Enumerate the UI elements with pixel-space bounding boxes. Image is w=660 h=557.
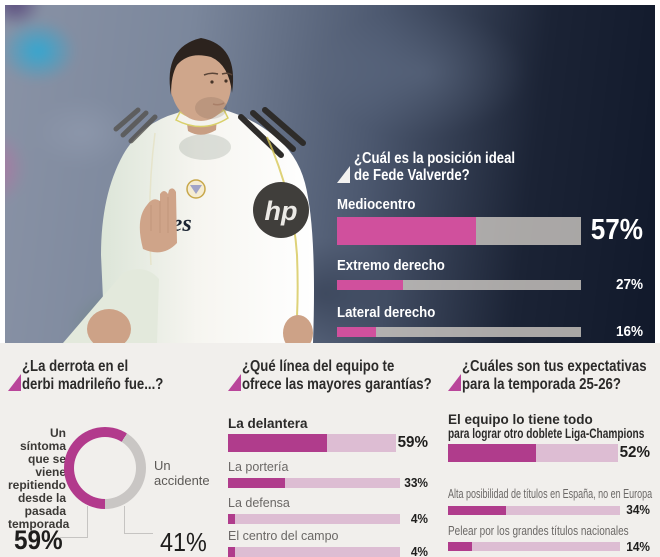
bar-value: 4% (410, 511, 428, 526)
title-line: ¿La derrota en el (22, 358, 129, 375)
player-hand (139, 188, 177, 253)
bar-value: 33% (404, 476, 428, 490)
bar-row: La portería 33% (228, 461, 428, 490)
poll-linea-section: ¿Qué línea del equipo te ofrece las mayo… (228, 358, 432, 557)
bar-fill (448, 505, 507, 515)
bar-fill (337, 326, 377, 337)
player-head (169, 38, 234, 121)
bar-label: La defensa (228, 495, 290, 510)
bar-track (228, 547, 400, 557)
bar-row: Pelear por los grandes títulos nacionale… (448, 523, 650, 554)
forearm-sleeve (63, 269, 159, 343)
bar-value: 34% (626, 503, 650, 517)
poll-posicion-ideal: ¿Cuál es la posición ideal de Fede Valve… (337, 150, 643, 339)
bar-fill (448, 542, 473, 552)
triangle-marker-icon (448, 374, 461, 391)
poll-expectativas-section: ¿Cuáles son tus expectativas para la tem… (448, 358, 653, 554)
poll-posicion-title: ¿Cuál es la posición ideal de Fede Valve… (337, 150, 643, 184)
bar-label: Extremo derecho (337, 257, 445, 274)
title-line: ¿Qué línea del equipo te (242, 358, 395, 375)
bar-label: El centro del campo (228, 529, 339, 543)
bar-row: La defensa 4% (228, 495, 428, 526)
donut-label-accidente: Un accidente (154, 458, 210, 488)
bar-label: La delantera (228, 416, 308, 431)
bar-fill (228, 434, 328, 452)
poll-linea-title: ¿Qué línea del equipo te ofrece las mayo… (228, 358, 432, 393)
bar-track (337, 326, 581, 337)
bar-value: 27% (615, 276, 643, 293)
bar-label: Mediocentro (337, 196, 416, 213)
leader-line (124, 533, 153, 534)
adidas-stripes-right (238, 107, 306, 158)
player-fist (87, 309, 131, 343)
title-line: ¿Cuál es la posición ideal (354, 150, 516, 167)
bar-value: 59% (397, 434, 428, 451)
leader-line (60, 537, 88, 538)
poll-derbi-title: ¿La derrota en el derbi madrileño fue...… (8, 358, 220, 393)
hp-sleeve-badge: hp (253, 182, 309, 238)
title-line: ofrece las mayores garantías? (242, 375, 432, 393)
bar-value: 52% (619, 444, 650, 461)
player-illustration: tes hp (63, 38, 314, 343)
bar-row: Alta posibilidad de títulos en España, n… (448, 487, 653, 517)
bar-fill (337, 279, 403, 290)
bar-value: 16% (615, 323, 643, 340)
bar-value: 4% (410, 545, 428, 557)
donut-value-sintoma: 59% (14, 525, 63, 555)
bar-row: Lateral derecho 16% (337, 305, 643, 339)
donut-chart: Un síntoma que se viene repitiendo desde… (8, 401, 220, 557)
bar-track (337, 216, 581, 245)
bar-row: El equipo lo tiene todo para lograr otro… (448, 413, 650, 462)
player-hand-right (283, 315, 313, 343)
bar-row: Mediocentro 57% (337, 197, 643, 245)
bar-fill (448, 444, 537, 462)
title-line: para la temporada 25-26? (462, 375, 621, 393)
triangle-marker-icon (8, 374, 21, 391)
player-photo: tes hp (5, 5, 655, 343)
bar-row: El centro del campo 4% (228, 530, 428, 557)
bar-fill (337, 216, 477, 245)
leader-line (87, 506, 88, 537)
bar-track (448, 505, 620, 515)
bar-track (448, 542, 620, 552)
poll-derbi-section: ¿La derrota en el derbi madrileño fue...… (8, 358, 220, 557)
bar-track (337, 279, 581, 290)
title-line: de Fede Valverde? (354, 167, 470, 184)
donut-label-sintoma: Un síntoma que se viene repitiendo desde… (8, 426, 70, 531)
bar-row: La delantera 59% (228, 417, 428, 452)
bar-fill (228, 478, 285, 489)
donut-ring (64, 427, 146, 509)
bar-label: Pelear por los grandes títulos nacionale… (448, 523, 629, 538)
bar-label: Lateral derecho (337, 304, 436, 321)
bar-label: Alta posibilidad de títulos en España, n… (448, 487, 653, 501)
bar-value: 14% (626, 539, 650, 554)
title-line: ¿Cuáles son tus expectativas (462, 358, 647, 375)
bar-track (228, 478, 400, 489)
bar-fill (228, 513, 235, 524)
bar-row: Extremo derecho 27% (337, 258, 643, 292)
poll-expectativas-title: ¿Cuáles son tus expectativas para la tem… (448, 358, 650, 393)
player-hair (169, 38, 234, 95)
leader-line (124, 506, 125, 533)
bar-fill (228, 547, 235, 557)
bar-track (228, 513, 400, 524)
svg-text:hp: hp (265, 196, 298, 226)
bar-label: La portería (228, 460, 289, 474)
title-line: derbi madrileño fue...? (22, 375, 164, 393)
bar-value: 57% (590, 214, 643, 246)
triangle-marker-icon (337, 166, 350, 183)
bar-track (448, 444, 618, 462)
bar-label: El equipo lo tiene todo para lograr otro… (448, 412, 645, 441)
adidas-stripes-left (113, 107, 158, 144)
donut-value-accidente: 41% (160, 527, 207, 557)
triangle-marker-icon (228, 374, 241, 391)
bar-track (228, 434, 396, 452)
club-crest (186, 179, 206, 199)
